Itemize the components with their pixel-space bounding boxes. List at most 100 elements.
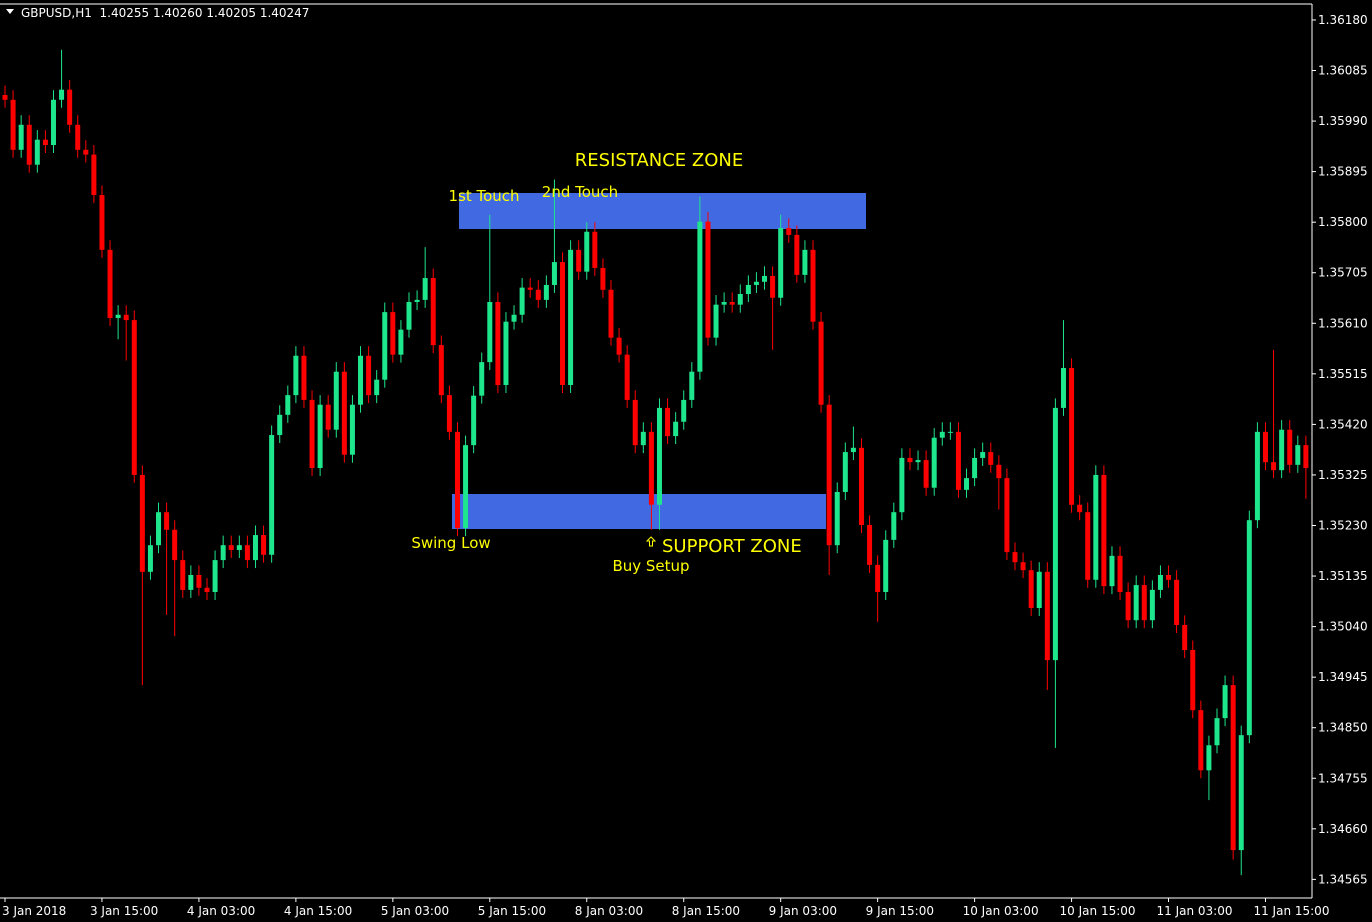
candle-body (600, 267, 606, 290)
candle-body (164, 512, 170, 530)
x-tick-label: 8 Jan 03:00 (575, 904, 643, 918)
annotation: 1st Touch (448, 187, 519, 205)
candles (2, 49, 1309, 876)
y-tick-label: 1.35705 (1318, 266, 1368, 280)
y-tick-label: 1.35040 (1318, 620, 1368, 634)
x-tick-label: 3 Jan 2018 (2, 904, 66, 918)
candle-body (430, 278, 436, 346)
candle-body (374, 379, 380, 396)
y-tick-label: 1.34850 (1318, 721, 1368, 735)
candle-body (1149, 589, 1155, 621)
candle-body (955, 431, 961, 490)
candle-body (446, 395, 452, 432)
candle-body (67, 89, 73, 125)
x-tick-label: 11 Jan 03:00 (1157, 904, 1233, 918)
candle-body (261, 535, 267, 555)
x-tick-label: 5 Jan 15:00 (478, 904, 546, 918)
candle-body (1125, 592, 1131, 621)
candle-body (390, 312, 396, 355)
candle-body (204, 587, 210, 593)
candle-body (1230, 685, 1236, 851)
x-tick-label: 9 Jan 15:00 (866, 904, 934, 918)
annotation: Swing Low (411, 534, 490, 552)
candle-body (123, 314, 129, 321)
candle-body (1133, 585, 1139, 621)
candle-body (59, 89, 65, 100)
candle-body (519, 287, 525, 315)
candle-body (244, 545, 250, 561)
candle-body (665, 407, 671, 437)
candle-body (463, 445, 469, 529)
candle-body (923, 460, 929, 488)
candle-body (269, 435, 275, 555)
candle-body (1141, 585, 1147, 621)
candle-body (382, 312, 388, 380)
candle-body (858, 447, 864, 525)
candle-body (980, 452, 986, 458)
candle-body (1109, 555, 1115, 587)
candle-body (1101, 474, 1107, 587)
candle-body (762, 275, 768, 282)
y-tick-label: 1.34945 (1318, 670, 1368, 684)
y-tick-label: 1.35990 (1318, 114, 1368, 128)
candle-body (737, 294, 743, 305)
y-tick-label: 1.34660 (1318, 822, 1368, 836)
y-tick-label: 1.35895 (1318, 165, 1368, 179)
x-tick-label: 10 Jan 15:00 (1060, 904, 1136, 918)
candle-body (1157, 574, 1163, 590)
candle-body (818, 321, 824, 405)
candle-body (842, 452, 848, 492)
candle-body (939, 431, 945, 438)
candle-body (1020, 562, 1026, 571)
candle-body (608, 289, 614, 338)
y-tick-label: 1.34755 (1318, 771, 1368, 785)
candle-body (1060, 367, 1066, 408)
candle-body (1044, 571, 1050, 661)
candle-body (745, 284, 751, 295)
candle-body (212, 560, 218, 593)
candle-body (778, 228, 784, 298)
y-tick-label: 1.35800 (1318, 215, 1368, 229)
candle-body (10, 99, 16, 150)
candle-body (850, 447, 856, 453)
candle-body (2, 94, 8, 100)
candle-body (147, 545, 153, 572)
candle-body (689, 371, 695, 400)
y-tick-label: 1.35230 (1318, 519, 1368, 533)
candle-body (438, 345, 444, 396)
candle-body (172, 529, 178, 561)
candle-body (721, 302, 727, 305)
candle-body (802, 249, 808, 275)
candle-body (196, 574, 202, 588)
candle-body (1077, 504, 1083, 513)
candle-body (1036, 571, 1042, 608)
candle-body (34, 139, 40, 165)
candle-body (616, 337, 622, 355)
y-tick-label: 1.35135 (1318, 569, 1368, 583)
candle-body (454, 431, 460, 529)
candle-body (422, 278, 428, 300)
candle-body (495, 302, 501, 386)
candle-body (1246, 520, 1252, 736)
candle-body (1206, 745, 1212, 771)
candle-body (535, 289, 541, 300)
x-tick-label: 8 Jan 15:00 (672, 904, 740, 918)
candle-body (681, 399, 687, 422)
candle-body (139, 474, 145, 572)
candle-body (576, 249, 582, 272)
candle-body (1222, 685, 1228, 719)
candle-body (972, 457, 978, 479)
support-zone (452, 494, 826, 529)
candle-body (228, 545, 234, 550)
candle-body (1271, 462, 1277, 471)
candle-body (753, 281, 759, 285)
candle-body (1303, 445, 1309, 469)
candle-body (891, 512, 897, 540)
candle-body (697, 221, 703, 372)
candle-body (656, 407, 662, 505)
candle-body (107, 249, 113, 318)
candle-body (277, 414, 283, 436)
y-tick-label: 1.36180 (1318, 13, 1368, 27)
candle-body (1198, 710, 1204, 771)
candle-body (156, 512, 162, 546)
